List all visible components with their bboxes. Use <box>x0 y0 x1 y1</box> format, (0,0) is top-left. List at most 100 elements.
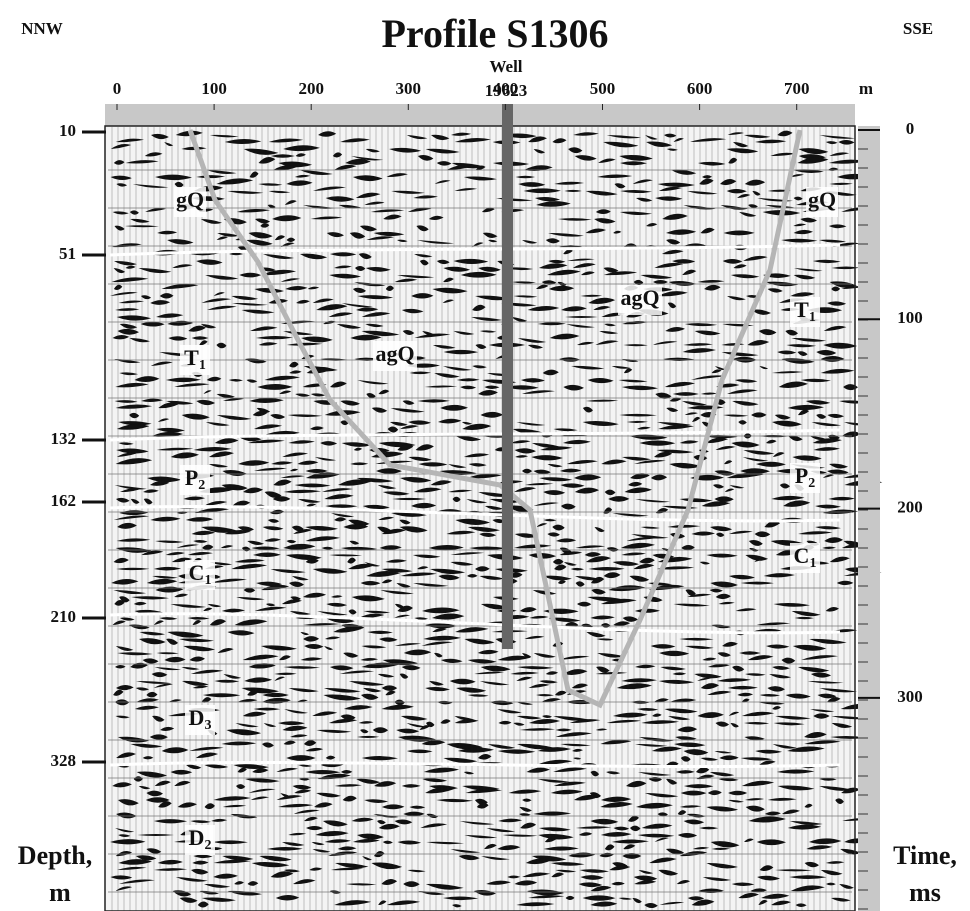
reflector <box>118 857 845 870</box>
layer-rest: Q <box>819 187 836 212</box>
reflector <box>116 451 822 462</box>
reflector <box>151 669 832 679</box>
reflector <box>110 871 827 882</box>
layer-label: P2 <box>795 463 815 491</box>
reflector <box>141 549 803 561</box>
reflector <box>151 130 856 141</box>
layer-main: g <box>176 187 187 212</box>
layer-main: P <box>185 465 198 490</box>
reflector <box>116 494 855 505</box>
depth-tick-label: 51 <box>59 244 76 263</box>
reflector <box>160 725 698 736</box>
direction-right: SSE <box>903 19 933 38</box>
reflector <box>117 647 761 658</box>
layer-sub: 1 <box>809 310 816 325</box>
layer-label: P2 <box>185 465 205 493</box>
time-strip <box>858 126 880 911</box>
time-label: Time, <box>893 841 957 870</box>
reflector <box>115 458 849 469</box>
reflector <box>222 467 849 476</box>
top-bar <box>105 104 855 126</box>
reflector <box>114 697 841 706</box>
layer-main: ag <box>375 341 397 366</box>
reflector <box>114 255 841 267</box>
reflector <box>112 206 871 217</box>
reflector <box>205 269 816 280</box>
reflector <box>112 619 791 630</box>
reflector <box>116 683 858 694</box>
reflector <box>142 654 839 666</box>
reflector <box>167 235 847 246</box>
distance-unit: m <box>859 79 873 98</box>
reflector <box>191 192 803 202</box>
reflector <box>197 899 807 909</box>
horizon <box>109 612 841 635</box>
reflector <box>112 780 853 791</box>
reflector <box>118 437 842 448</box>
reflector <box>146 843 861 855</box>
reflector <box>119 878 854 890</box>
reflector <box>115 662 830 673</box>
reflector <box>115 641 827 652</box>
reflector <box>114 397 867 406</box>
layer-rest: Q <box>397 341 414 366</box>
layer-main: C <box>794 543 810 568</box>
reflector <box>150 361 769 372</box>
reflector <box>149 249 684 260</box>
reflector <box>203 389 758 399</box>
reflector <box>152 571 882 582</box>
reflector <box>136 767 815 778</box>
horizon <box>109 243 841 257</box>
reflector <box>117 520 841 533</box>
reflector <box>144 152 850 161</box>
reflector <box>113 689 837 701</box>
reflector <box>206 164 839 176</box>
reflector <box>116 423 695 435</box>
reflector <box>116 536 865 547</box>
title: Profile S1306 <box>381 11 608 56</box>
layer-sub: 1 <box>199 358 206 373</box>
reflector <box>115 542 871 554</box>
depth-tick-label: 162 <box>51 491 77 510</box>
section-frame <box>104 125 856 911</box>
reflector <box>235 718 853 729</box>
layer-label-bg <box>174 187 206 217</box>
layer-main: ag <box>620 285 642 310</box>
reflector <box>110 144 829 155</box>
horizon <box>109 428 841 442</box>
reflector <box>111 277 857 288</box>
reflector <box>118 829 698 840</box>
layer-main: D <box>189 705 205 730</box>
overlay <box>187 104 803 709</box>
reflector <box>115 851 708 862</box>
valley-boundary <box>187 129 803 709</box>
reflector <box>115 381 859 391</box>
reflector <box>168 500 841 513</box>
reflector <box>113 283 865 294</box>
well-id: 19623 <box>485 81 528 100</box>
reflector <box>118 794 844 806</box>
reflector <box>157 227 813 239</box>
time-tick-label: 100 <box>897 308 923 327</box>
reflector <box>110 171 870 182</box>
reflector <box>116 444 840 455</box>
layer-rest: Q <box>187 187 204 212</box>
reflector <box>119 318 821 330</box>
reflector <box>118 416 867 427</box>
layer-label: gQ <box>176 187 204 212</box>
layer-label-bg <box>806 187 838 217</box>
depth-tick-label: 328 <box>51 751 77 770</box>
time-tick-label: 300 <box>897 687 923 706</box>
reflector <box>129 409 845 421</box>
depth-tick-label: 210 <box>51 607 77 626</box>
distance-tick-label: 400 <box>493 79 519 98</box>
distance-tick-label: 200 <box>298 79 324 98</box>
reflector <box>134 375 831 385</box>
reflector <box>115 136 855 148</box>
well-label: Well <box>489 57 522 76</box>
layer-main: D <box>189 825 205 850</box>
reflector <box>113 157 867 169</box>
reflector <box>115 885 825 897</box>
layer-label-bg <box>790 463 820 493</box>
layer-label: T1 <box>184 345 206 373</box>
